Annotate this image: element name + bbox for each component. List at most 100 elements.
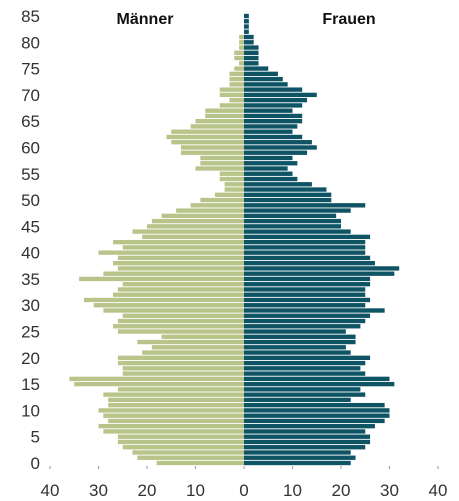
y-tick-label-55: 55 <box>21 165 40 184</box>
bar-maenner-age-69 <box>229 97 244 103</box>
bar-frauen-age-20 <box>244 355 371 361</box>
bar-frauen-age-72 <box>244 82 288 87</box>
bar-frauen-age-33 <box>244 287 366 292</box>
bar-frauen-age-3 <box>244 445 366 450</box>
bar-frauen-age-77 <box>244 55 259 61</box>
bar-maenner-age-6 <box>103 429 244 434</box>
x-tick-label-4: 0 <box>239 481 248 500</box>
bar-frauen-age-12 <box>244 397 351 403</box>
bar-maenner-age-3 <box>122 445 244 450</box>
x-tick-label-6: 20 <box>332 481 351 500</box>
bar-maenner-age-32 <box>113 292 244 297</box>
bar-maenner-age-30 <box>93 303 245 308</box>
bar-maenner-age-9 <box>103 413 244 418</box>
bar-frauen-age-29 <box>244 308 385 313</box>
bar-frauen-age-5 <box>244 434 371 439</box>
bar-frauen-age-61 <box>244 140 312 145</box>
bar-maenner-age-21 <box>142 350 244 355</box>
bar-frauen-age-84 <box>244 19 249 24</box>
x-tick-label-1: 30 <box>89 481 108 500</box>
bar-maenner-age-29 <box>103 308 244 313</box>
bar-maenner-age-43 <box>142 234 244 240</box>
bar-maenner-age-50 <box>200 197 244 203</box>
bar-frauen-age-21 <box>244 350 351 355</box>
bar-frauen-age-8 <box>244 418 385 424</box>
bar-frauen-age-63 <box>244 129 293 134</box>
bar-maenner-age-74 <box>229 71 244 77</box>
bar-maenner-age-1 <box>137 455 244 460</box>
bar-maenner-age-38 <box>113 260 244 266</box>
bar-frauen-age-68 <box>244 103 303 108</box>
bar-maenner-age-7 <box>98 424 244 429</box>
bar-maenner-age-11 <box>108 402 244 408</box>
bar-maenner-age-13 <box>103 392 244 397</box>
bar-maenner-age-24 <box>161 334 244 339</box>
y-tick-label-45: 45 <box>21 217 40 236</box>
bar-frauen-age-6 <box>244 429 366 434</box>
bar-maenner-age-70 <box>219 92 244 98</box>
bar-maenner-age-15 <box>74 381 244 387</box>
bar-frauen-age-82 <box>244 29 249 34</box>
y-tick-label-5: 5 <box>31 428 40 447</box>
bar-frauen-age-39 <box>244 255 371 261</box>
bar-frauen-age-75 <box>244 66 269 71</box>
y-tick-label-0: 0 <box>31 454 40 473</box>
bar-frauen-age-7 <box>244 424 375 429</box>
bar-maenner-age-56 <box>195 166 244 171</box>
bar-frauen-age-47 <box>244 213 337 219</box>
bar-maenner-age-78 <box>234 50 244 55</box>
bar-frauen-age-65 <box>244 118 303 124</box>
bar-frauen-age-64 <box>244 124 298 129</box>
y-tick-label-75: 75 <box>21 60 40 79</box>
bar-maenner-age-44 <box>132 229 244 234</box>
bar-maenner-age-41 <box>122 245 244 250</box>
bar-frauen-age-40 <box>244 250 366 255</box>
x-tick-label-3: 10 <box>186 481 205 500</box>
bar-frauen-age-30 <box>244 303 366 308</box>
bar-frauen-age-26 <box>244 324 361 329</box>
bar-maenner-age-19 <box>117 360 244 366</box>
x-tick-label-7: 30 <box>380 481 399 500</box>
bar-frauen-age-34 <box>244 282 371 287</box>
bar-maenner-age-61 <box>171 140 244 145</box>
y-tick-label-80: 80 <box>21 33 40 52</box>
bar-maenner-age-76 <box>239 61 244 66</box>
bar-frauen-age-31 <box>244 297 371 303</box>
bar-frauen-age-38 <box>244 260 375 266</box>
bar-frauen-age-4 <box>244 439 371 445</box>
bar-maenner-age-20 <box>117 355 244 361</box>
bar-maenner-age-75 <box>234 66 244 71</box>
bar-maenner-age-79 <box>239 45 244 50</box>
bar-maenner-age-40 <box>98 250 244 255</box>
bar-frauen-age-13 <box>244 392 366 397</box>
bar-maenner-age-58 <box>200 155 244 161</box>
bar-maenner-age-45 <box>147 224 244 229</box>
bar-frauen-age-70 <box>244 92 317 98</box>
bar-maenner-age-60 <box>180 145 244 150</box>
bar-maenner-age-68 <box>219 103 244 108</box>
x-tick-label-8: 40 <box>429 481 448 500</box>
bar-maenner-age-17 <box>122 371 244 376</box>
y-tick-label-60: 60 <box>21 138 40 157</box>
bar-maenner-age-53 <box>224 182 244 187</box>
bar-frauen-age-16 <box>244 376 390 382</box>
bar-frauen-age-71 <box>244 87 303 92</box>
bar-frauen-age-15 <box>244 381 395 387</box>
bar-frauen-age-73 <box>244 76 283 82</box>
bar-frauen-age-46 <box>244 218 341 224</box>
bar-maenner-age-8 <box>108 418 244 424</box>
bar-frauen-age-48 <box>244 208 351 213</box>
bar-frauen-age-53 <box>244 182 312 187</box>
bar-frauen-age-66 <box>244 113 303 119</box>
legend-label-maenner: Männer <box>117 11 174 28</box>
bar-frauen-age-76 <box>244 61 259 66</box>
bar-maenner-age-33 <box>117 287 244 292</box>
bar-maenner-age-12 <box>108 397 244 403</box>
bar-maenner-age-47 <box>161 213 244 219</box>
bar-frauen-age-52 <box>244 187 327 192</box>
bar-frauen-age-25 <box>244 329 346 334</box>
bar-frauen-age-81 <box>244 34 254 40</box>
bar-maenner-age-10 <box>98 408 244 413</box>
bar-frauen-age-0 <box>244 460 351 466</box>
